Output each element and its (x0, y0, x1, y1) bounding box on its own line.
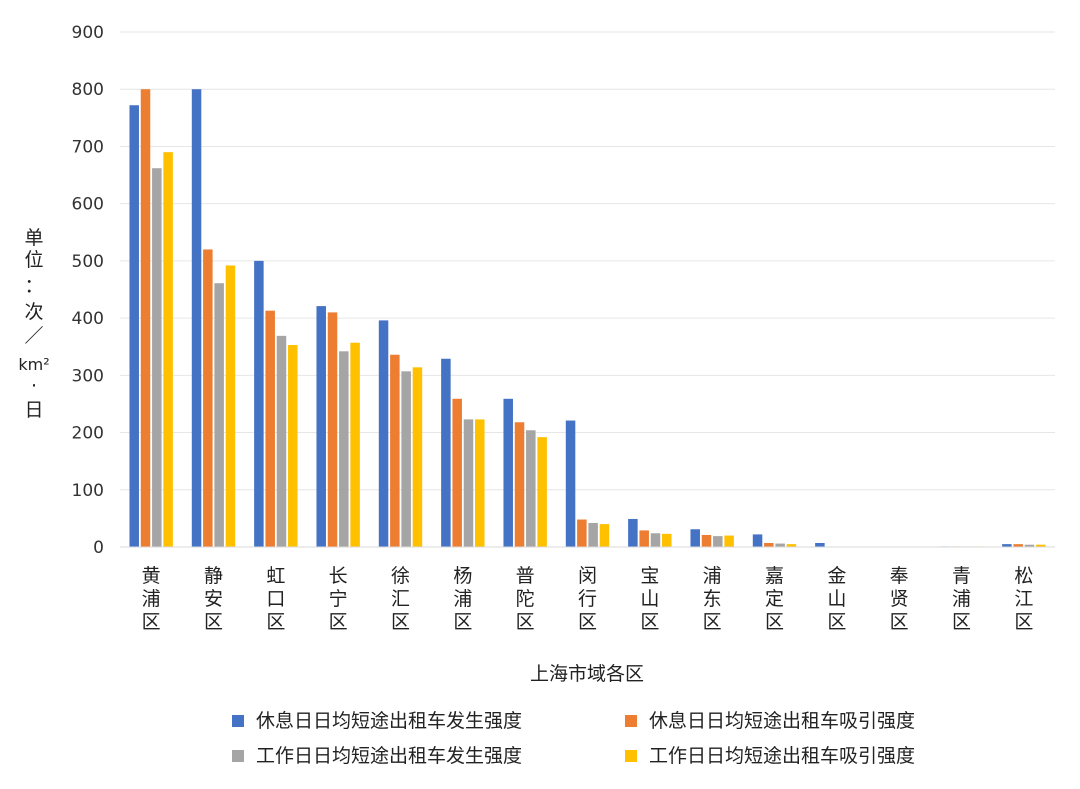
legend-label: 工作日日均短途出租车吸引强度 (649, 745, 915, 767)
y-axis-ticks: 0 100 200 300 400 500 600 700 800 900 (72, 23, 104, 558)
bar (203, 249, 213, 547)
bar (463, 419, 474, 547)
x-tick-label: 宝山区 (640, 565, 659, 633)
bar (690, 529, 700, 547)
y-tick-label: 400 (72, 309, 104, 329)
gridlines (120, 31, 1055, 491)
bar (724, 535, 734, 547)
bar (350, 342, 360, 547)
x-tick-label: 徐汇区 (391, 565, 410, 633)
y-axis-title-text: 单位：次／ km² ·日 (18, 227, 49, 421)
x-tick-label: 金山区 (827, 565, 846, 633)
bar (475, 419, 485, 547)
x-tick-label: 浦东区 (703, 565, 722, 633)
legend-item: 工作日日均短途出租车发生强度 (232, 745, 522, 767)
bar (526, 430, 536, 547)
x-tick-label: 青浦区 (952, 565, 971, 633)
x-tick-label: 闵行区 (578, 565, 597, 633)
x-tick-label: 静安区 (204, 565, 223, 633)
bar (390, 354, 400, 547)
bar (288, 345, 298, 547)
bar (565, 420, 576, 547)
y-axis-title: 单位：次／ km² ·日 (18, 227, 49, 421)
bar (412, 367, 423, 547)
legend-label: 休息日日均短途出租车发生强度 (256, 710, 522, 732)
bar (503, 398, 513, 547)
bar (152, 168, 162, 547)
legend-label: 休息日日均短途出租车吸引强度 (649, 710, 915, 732)
bar (1013, 544, 1023, 547)
bar (225, 265, 236, 547)
bar-series (163, 152, 1046, 547)
bar (140, 89, 151, 547)
bar (588, 522, 598, 547)
x-tick-label: 虹口区 (266, 565, 285, 633)
y-tick-label: 300 (72, 366, 104, 386)
bar (265, 310, 275, 547)
bar (514, 422, 525, 547)
x-tick-label: 奉贤区 (890, 565, 909, 633)
bar (577, 519, 587, 547)
bar (254, 260, 264, 547)
x-tick-label: 嘉定区 (765, 565, 784, 633)
legend-swatch (625, 715, 637, 727)
bar (1024, 544, 1035, 547)
bar (1002, 544, 1012, 547)
y-tick-label: 800 (72, 80, 104, 100)
legend-item: 休息日日均短途出租车吸引强度 (625, 710, 915, 732)
bar (639, 530, 649, 547)
bar (163, 152, 173, 547)
bar (327, 312, 338, 547)
x-tick-label: 普陀区 (516, 565, 535, 633)
bar (214, 283, 224, 547)
bar (815, 542, 825, 547)
bar (775, 543, 785, 547)
bar (764, 542, 774, 547)
bar (129, 105, 139, 547)
bar (537, 437, 547, 547)
y-tick-label: 600 (72, 195, 104, 215)
bar (401, 371, 411, 547)
bar (650, 533, 661, 547)
bar (441, 358, 451, 547)
bar (378, 320, 389, 547)
bar (276, 335, 287, 547)
x-axis-categories: 黄浦区 静安区 虹口区 长宁区 徐汇区 杨浦区 普陀区 闵行区 宝山区 浦东区 嘉定区 金山区 奉贤区 青… (142, 565, 1034, 633)
bar-series (129, 89, 1012, 547)
bar (752, 534, 763, 547)
legend-swatch (625, 750, 637, 762)
x-tick-label: 松江区 (1014, 565, 1033, 633)
y-tick-label: 0 (93, 538, 104, 558)
bar (662, 533, 672, 547)
bar (191, 89, 202, 547)
legend-swatch (232, 750, 244, 762)
y-tick-label: 900 (72, 23, 104, 43)
x-axis-title: 上海市域各区 (530, 663, 644, 685)
y-tick-label: 700 (72, 137, 104, 157)
legend: 休息日日均短途出租车发生强度 休息日日均短途出租车吸引强度工作日日均短途出租车发生… (232, 710, 915, 767)
legend-swatch (232, 715, 244, 727)
x-tick-label: 黄浦区 (142, 565, 161, 633)
x-tick-label: 长宁区 (329, 565, 348, 633)
y-tick-label: 500 (72, 252, 104, 272)
bar (713, 536, 723, 547)
legend-item: 工作日日均短途出租车吸引强度 (625, 745, 915, 767)
y-tick-label: 100 (72, 481, 104, 501)
legend-label: 工作日日均短途出租车发生强度 (256, 745, 522, 767)
bar (786, 544, 797, 547)
bar (339, 351, 349, 547)
bar (452, 398, 462, 547)
bar (316, 306, 326, 547)
bar (1036, 544, 1046, 547)
legend-item: 休息日日均短途出租车发生强度 (232, 710, 522, 732)
bars (129, 89, 1046, 547)
bar-series (140, 89, 1023, 547)
bar (628, 518, 638, 547)
x-tick-label: 杨浦区 (453, 565, 472, 633)
bar (701, 534, 712, 547)
bar (599, 524, 610, 547)
y-tick-label: 200 (72, 424, 104, 444)
